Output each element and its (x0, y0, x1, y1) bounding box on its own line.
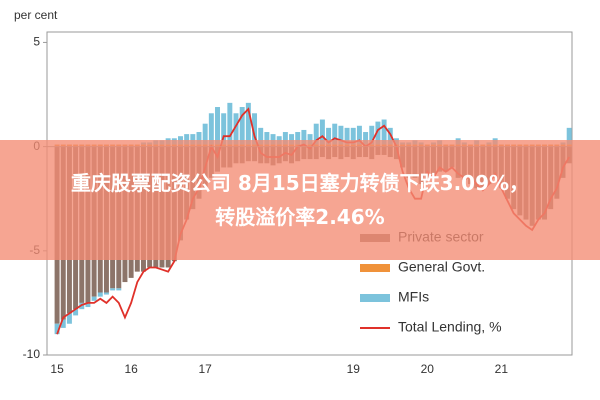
bar (196, 132, 202, 145)
bar (387, 127, 393, 145)
bar (326, 127, 332, 145)
legend-swatch (360, 264, 390, 272)
bar (60, 319, 66, 328)
legend-label: Total Lending, % (398, 319, 502, 335)
legend-swatch (360, 294, 390, 302)
x-tick-label: 16 (124, 362, 138, 376)
bar (116, 288, 122, 291)
bar (369, 125, 375, 145)
legend-label: General Govt. (398, 259, 485, 275)
bar (233, 113, 239, 145)
x-tick-label: 19 (347, 362, 361, 376)
bar (91, 296, 97, 301)
bar (301, 129, 307, 145)
bar (338, 125, 344, 145)
bar (350, 127, 356, 145)
banner-line: 转股溢价率2.46% (215, 205, 385, 229)
bar (184, 134, 190, 145)
bar (258, 127, 264, 145)
bar (245, 102, 251, 145)
bar (381, 119, 387, 145)
y-tick-label: -10 (23, 347, 41, 361)
bar (252, 113, 258, 145)
bar (270, 134, 276, 145)
bar (190, 134, 196, 145)
bar (344, 127, 350, 145)
bar (289, 134, 295, 145)
bar (363, 132, 369, 145)
bar (97, 292, 103, 297)
bar (332, 123, 338, 145)
x-tick-label: 21 (495, 362, 509, 376)
bar (85, 302, 91, 308)
bar (282, 132, 288, 145)
bar (208, 113, 214, 145)
bar (295, 132, 301, 145)
bar (566, 127, 572, 145)
y-tick-label: 5 (33, 35, 40, 49)
x-tick-label: 20 (421, 362, 435, 376)
y-axis-label: per cent (14, 8, 58, 22)
bar (54, 323, 60, 335)
bar (103, 292, 109, 295)
legend-label: MFIs (398, 289, 429, 305)
bar (202, 123, 208, 145)
bar (73, 309, 79, 316)
x-tick-label: 15 (50, 362, 64, 376)
x-tick-label: 17 (198, 362, 212, 376)
bar (239, 107, 245, 145)
bar (319, 119, 325, 145)
bar (375, 121, 381, 145)
bar (356, 125, 362, 145)
bar (264, 132, 270, 145)
banner-line: 重庆股票配资公司 8月15日塞力转债下跌3.09%， (70, 171, 530, 195)
bar (221, 113, 227, 145)
bar (110, 288, 116, 291)
bar (227, 102, 233, 145)
banner: 重庆股票配资公司 8月15日塞力转债下跌3.09%， 转股溢价率2.46% (0, 140, 600, 260)
bar (66, 313, 72, 324)
bar (215, 107, 220, 145)
bar (307, 134, 313, 145)
bar (313, 123, 319, 145)
